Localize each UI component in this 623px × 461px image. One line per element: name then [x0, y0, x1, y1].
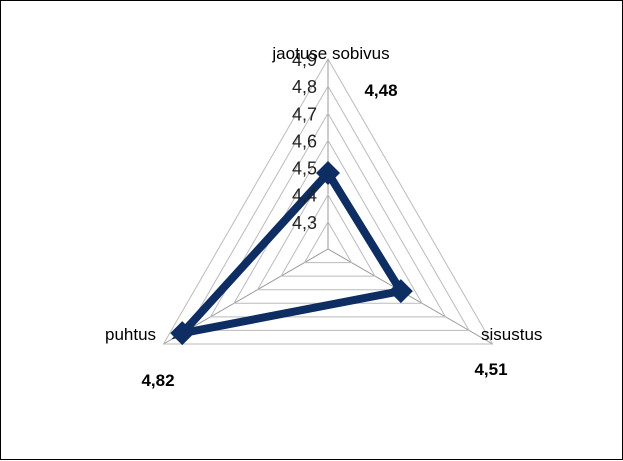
- radial-tick-label: 4,6: [292, 131, 317, 151]
- series-line: [171, 166, 408, 340]
- axis-label-sisustus: sisustus: [481, 325, 542, 344]
- radial-tick-label: 4,4: [292, 186, 317, 206]
- radar-series: [170, 161, 413, 346]
- radial-tick-label: 4,9: [292, 50, 317, 70]
- radar-spoke: [327, 248, 493, 345]
- series-marker-sisustus: [388, 279, 413, 304]
- radial-tick-labels: 4,3 4,4 4,5 4,6 4,7 4,8 4,9: [292, 50, 317, 233]
- radial-tick-label: 4,7: [292, 104, 317, 124]
- radial-tick-label: 4,5: [292, 159, 317, 179]
- radar-grid-ring: [303, 220, 353, 264]
- radar-grid-ring: [162, 58, 494, 345]
- data-label-sisustus: 4,51: [474, 360, 507, 379]
- category-labels: jaotuse sobivus sisustus puhtus 4,48 4,5…: [105, 44, 542, 390]
- radial-tick-label: 4,8: [292, 77, 317, 97]
- axis-label-puhtus: puhtus: [105, 325, 156, 344]
- radial-tick-label: 4,3: [292, 213, 317, 233]
- data-label-puhtus: 4,82: [141, 371, 174, 390]
- series-marker-puhtus: [170, 321, 195, 346]
- radar-grid-ring: [186, 85, 470, 331]
- data-label-jaotuse-sobivus: 4,48: [364, 81, 397, 100]
- axis-label-jaotuse-sobivus: jaotuse sobivus: [271, 44, 389, 63]
- series-marker-jaotuse-sobivus: [316, 161, 340, 185]
- radar-grid-ring: [209, 112, 447, 318]
- radar-grid-ring: [280, 193, 376, 277]
